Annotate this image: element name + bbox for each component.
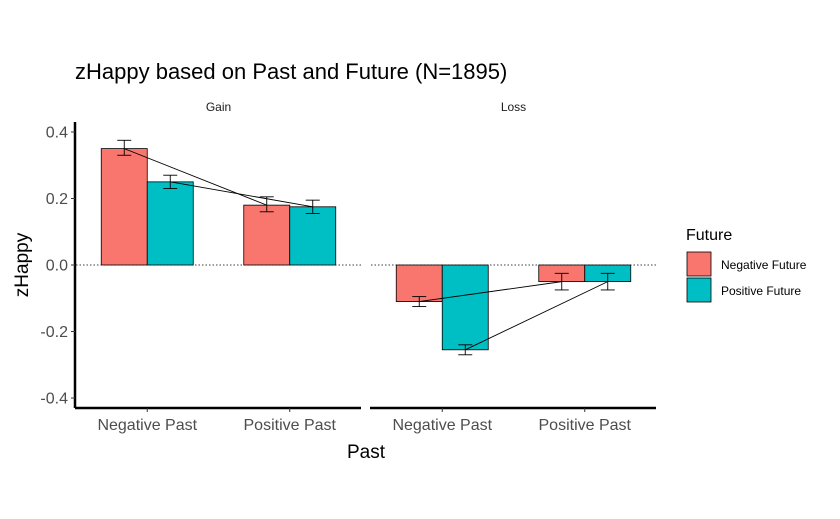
facet-label-loss: Loss — [501, 100, 526, 114]
x-tick-label: Negative Past — [392, 417, 492, 434]
legend: Future Negative Future Positive Future — [686, 227, 807, 303]
trend-line — [465, 281, 608, 351]
legend-key — [686, 277, 712, 303]
facet-label-gain: Gain — [206, 100, 231, 114]
trend-line — [170, 181, 313, 208]
bar — [289, 206, 337, 266]
bar — [146, 181, 194, 266]
y-tick-label: -0.2 — [40, 324, 68, 341]
y-tick-label: 0.2 — [46, 191, 68, 208]
y-tick-label: 0.0 — [46, 258, 68, 275]
x-tick-label: Negative Past — [97, 417, 197, 434]
legend-key — [686, 251, 712, 277]
bar — [243, 204, 291, 266]
bar — [395, 264, 443, 302]
bar — [100, 148, 148, 266]
trend-line — [419, 281, 562, 303]
plot-area: -0.4 -0.2 0.0 0.2 0.4 Gain Negative Past Positi… — [40, 100, 656, 434]
x-axis-title: Past — [347, 442, 386, 463]
x-tick-label: Positive Past — [539, 417, 632, 434]
chart-title: zHappy based on Past and Future (N=1895) — [75, 59, 507, 84]
y-axis-title: zHappy — [12, 232, 33, 297]
bar — [441, 264, 489, 351]
y-tick-label: 0.4 — [46, 124, 68, 141]
legend-label: Positive Future — [721, 284, 801, 298]
legend-title: Future — [686, 227, 732, 244]
trend-line — [124, 148, 267, 206]
y-tick-label: -0.4 — [40, 391, 68, 408]
x-tick-label: Positive Past — [244, 417, 337, 434]
legend-label: Negative Future — [721, 258, 807, 272]
